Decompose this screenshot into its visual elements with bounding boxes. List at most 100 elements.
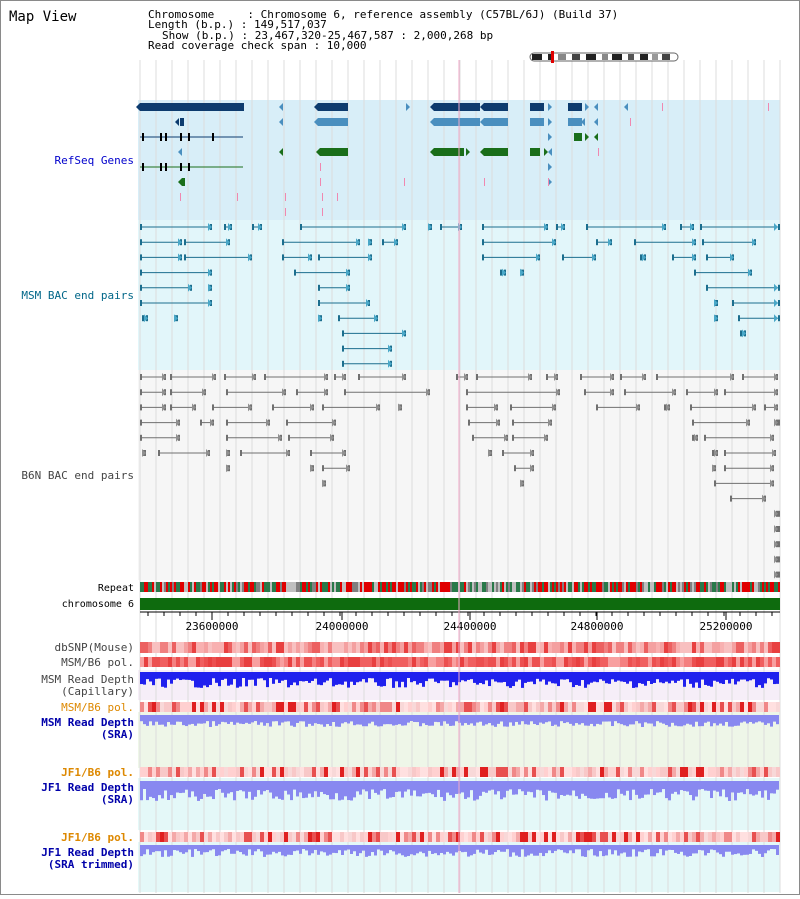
bac-end-left[interactable] xyxy=(724,450,726,456)
bac-end-arrow[interactable] xyxy=(752,238,756,247)
gene-exon[interactable] xyxy=(160,163,162,171)
bac-end-arrow[interactable] xyxy=(774,403,778,412)
bac-end-arrow[interactable] xyxy=(322,479,326,488)
bac-end-arrow[interactable] xyxy=(402,373,406,381)
gene-block[interactable] xyxy=(434,118,480,126)
strand-arrow[interactable] xyxy=(548,148,552,156)
bac-end-left[interactable] xyxy=(318,254,320,261)
bac-end-arrow[interactable] xyxy=(356,238,360,247)
bac-end-arrow[interactable] xyxy=(548,418,552,427)
bac-end-arrow[interactable] xyxy=(561,223,565,231)
gene-block[interactable] xyxy=(568,118,582,126)
bac-end-left[interactable] xyxy=(140,404,142,411)
bac-end-left[interactable] xyxy=(140,239,142,246)
bac-end-left[interactable] xyxy=(140,254,142,261)
bac-end-left[interactable] xyxy=(140,389,142,396)
bac-end-arrow[interactable] xyxy=(258,223,262,231)
gene-block[interactable] xyxy=(434,103,480,111)
bac-end-arrow[interactable] xyxy=(162,373,166,381)
bac-end-left[interactable] xyxy=(142,315,144,322)
bac-end-arrow[interactable] xyxy=(520,268,524,277)
strand-arrow[interactable] xyxy=(594,133,598,141)
bac-end-left[interactable] xyxy=(584,389,586,396)
bac-end-arrow[interactable] xyxy=(504,433,508,442)
bac-end-left[interactable] xyxy=(732,300,734,306)
bac-end-arrow[interactable] xyxy=(192,403,196,412)
bac-end-arrow[interactable] xyxy=(774,314,778,323)
bac-end-arrow[interactable] xyxy=(174,314,178,323)
bac-end-arrow[interactable] xyxy=(208,268,212,277)
strand-arrow[interactable] xyxy=(480,118,484,126)
strand-arrow[interactable] xyxy=(178,148,182,156)
bac-end-left[interactable] xyxy=(704,434,706,441)
bac-end-arrow[interactable] xyxy=(142,449,146,457)
strand-arrow[interactable] xyxy=(466,148,470,156)
bac-end-left[interactable] xyxy=(556,224,558,230)
bac-end-arrow[interactable] xyxy=(610,388,614,397)
bac-end-arrow[interactable] xyxy=(248,403,252,412)
strand-arrow[interactable] xyxy=(594,103,598,111)
bac-end-left[interactable] xyxy=(318,300,320,306)
polymorphism-strips[interactable] xyxy=(140,642,780,842)
bac-end-arrow[interactable] xyxy=(742,329,746,338)
bac-end-left[interactable] xyxy=(742,374,744,380)
bac-end-left[interactable] xyxy=(502,450,504,456)
bac-end-left[interactable] xyxy=(724,389,726,396)
bac-end-arrow[interactable] xyxy=(464,373,468,381)
strand-arrow[interactable] xyxy=(624,103,628,111)
snp-mark[interactable] xyxy=(180,193,181,201)
bac-end-arrow[interactable] xyxy=(556,388,560,397)
bac-end-arrow[interactable] xyxy=(592,253,596,262)
gene-block[interactable] xyxy=(484,103,508,111)
bac-end-arrow[interactable] xyxy=(388,359,392,368)
strand-arrow[interactable] xyxy=(585,103,589,111)
bac-end-arrow[interactable] xyxy=(374,314,378,323)
bac-end-left[interactable] xyxy=(342,360,344,367)
gene-block[interactable] xyxy=(140,103,244,111)
bac-end-arrow[interactable] xyxy=(346,464,350,473)
bac-end-left[interactable] xyxy=(514,465,516,472)
strand-arrow[interactable] xyxy=(585,133,589,141)
bac-end-arrow[interactable] xyxy=(714,299,718,307)
bac-end-left[interactable] xyxy=(342,345,344,352)
gene-block[interactable] xyxy=(530,103,544,111)
strand-arrow[interactable] xyxy=(544,148,548,156)
bac-end-left[interactable] xyxy=(596,239,598,246)
bac-end-arrow[interactable] xyxy=(694,433,698,442)
bac-end-left[interactable] xyxy=(468,419,470,426)
bac-end-arrow[interactable] xyxy=(208,299,212,307)
bac-end-arrow[interactable] xyxy=(608,238,612,247)
bac-end-arrow[interactable] xyxy=(730,253,734,262)
bac-end-left[interactable] xyxy=(440,224,442,230)
snp-mark[interactable] xyxy=(662,103,663,111)
bac-end-left[interactable] xyxy=(482,239,484,246)
bac-end-arrow[interactable] xyxy=(536,253,540,262)
bac-end-left[interactable] xyxy=(730,495,732,502)
bac-end-arrow[interactable] xyxy=(774,299,778,307)
bac-end-left[interactable] xyxy=(738,315,740,322)
bac-end-right[interactable] xyxy=(778,510,780,517)
bac-end-arrow[interactable] xyxy=(642,253,646,262)
bac-end-arrow[interactable] xyxy=(330,433,334,442)
bac-end-arrow[interactable] xyxy=(730,373,734,381)
snp-mark[interactable] xyxy=(337,193,338,201)
bac-end-arrow[interactable] xyxy=(324,388,328,397)
strand-arrow[interactable] xyxy=(136,103,140,111)
strand-arrow[interactable] xyxy=(314,103,318,111)
bac-end-arrow[interactable] xyxy=(752,403,756,412)
bac-end-left[interactable] xyxy=(634,239,636,246)
bac-end-arrow[interactable] xyxy=(714,314,718,323)
strand-arrow[interactable] xyxy=(279,118,283,126)
bac-end-left[interactable] xyxy=(476,374,478,380)
snp-mark[interactable] xyxy=(630,118,631,126)
gene-block[interactable] xyxy=(318,118,348,126)
bac-end-left[interactable] xyxy=(672,254,674,261)
b6n-bac-pairs-track[interactable] xyxy=(140,373,780,579)
bac-end-left[interactable] xyxy=(224,224,226,230)
snp-mark[interactable] xyxy=(598,148,599,156)
bac-end-left[interactable] xyxy=(170,404,172,411)
bac-end-right[interactable] xyxy=(778,419,780,426)
strand-arrow[interactable] xyxy=(175,118,179,126)
bac-end-arrow[interactable] xyxy=(712,464,716,473)
bac-end-arrow[interactable] xyxy=(210,418,214,427)
